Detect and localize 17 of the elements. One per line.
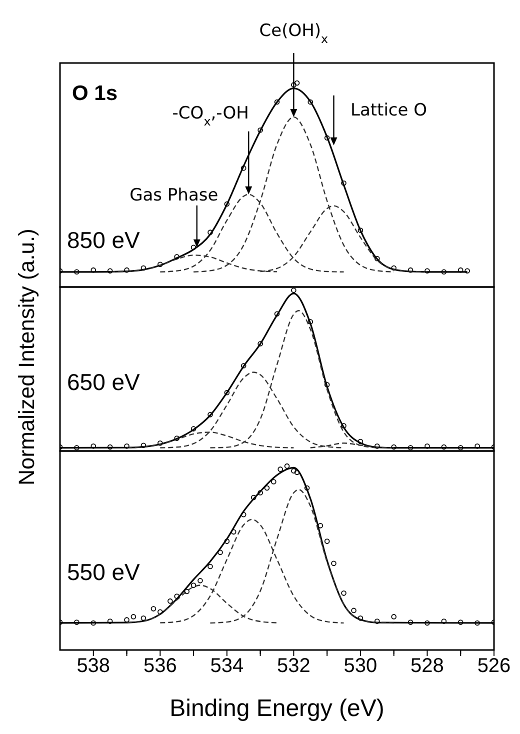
x-tick-label: 532 [277,655,310,678]
x-tick-label: 536 [143,655,177,678]
annotation: Ce(OH)$_{x}$ [259,21,328,46]
x-tick-label: 534 [210,655,244,678]
y-axis-title: Normalized Intensity (a.u.) [14,228,39,486]
x-tick-label: 538 [76,655,110,678]
x-tick-label: 530 [344,655,378,678]
annotation: Gas Phase [130,185,218,206]
annotation: 650 eV [67,369,141,395]
annotation: O 1s [72,82,118,105]
annotation: -CO$_{x}$,-OH [172,103,249,128]
annotation: 550 eV [67,559,141,585]
x-tick-label: 526 [477,655,511,678]
x-axis-title: Binding Energy (eV) [170,695,384,722]
x-tick-label: 528 [410,655,444,678]
annotation: 850 eV [67,227,141,253]
annotation: Lattice O [350,100,428,120]
